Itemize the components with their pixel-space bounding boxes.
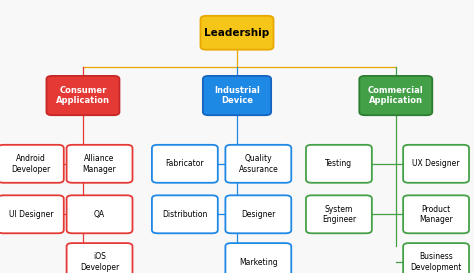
Text: System
Engineer: System Engineer — [322, 204, 356, 224]
FancyBboxPatch shape — [403, 195, 469, 233]
FancyBboxPatch shape — [306, 195, 372, 233]
Text: Testing: Testing — [325, 159, 353, 168]
Text: Leadership: Leadership — [204, 28, 270, 38]
FancyBboxPatch shape — [0, 195, 64, 233]
Text: Alliance
Manager: Alliance Manager — [82, 154, 117, 174]
FancyBboxPatch shape — [306, 145, 372, 183]
FancyBboxPatch shape — [66, 145, 132, 183]
FancyBboxPatch shape — [359, 76, 432, 115]
Text: Designer: Designer — [241, 210, 275, 219]
Text: Business
Development: Business Development — [410, 252, 462, 272]
Text: Commercial
Application: Commercial Application — [368, 86, 424, 105]
Text: QA: QA — [94, 210, 105, 219]
FancyBboxPatch shape — [226, 195, 291, 233]
Text: Android
Developer: Android Developer — [11, 154, 50, 174]
FancyBboxPatch shape — [403, 243, 469, 273]
FancyBboxPatch shape — [46, 76, 119, 115]
Text: Product
Manager: Product Manager — [419, 204, 453, 224]
FancyBboxPatch shape — [403, 145, 469, 183]
FancyBboxPatch shape — [203, 76, 271, 115]
FancyBboxPatch shape — [66, 195, 132, 233]
FancyBboxPatch shape — [226, 243, 291, 273]
Text: Consumer
Application: Consumer Application — [56, 86, 110, 105]
FancyBboxPatch shape — [66, 243, 132, 273]
FancyBboxPatch shape — [0, 145, 64, 183]
Text: Fabricator: Fabricator — [165, 159, 204, 168]
Text: UI Designer: UI Designer — [9, 210, 53, 219]
FancyBboxPatch shape — [152, 195, 218, 233]
FancyBboxPatch shape — [152, 145, 218, 183]
Text: Industrial
Device: Industrial Device — [214, 86, 260, 105]
FancyBboxPatch shape — [201, 16, 273, 50]
Text: UX Designer: UX Designer — [412, 159, 460, 168]
Text: Marketing: Marketing — [239, 258, 278, 266]
Text: iOS
Developer: iOS Developer — [80, 252, 119, 272]
FancyBboxPatch shape — [226, 145, 291, 183]
Text: Quality
Assurance: Quality Assurance — [238, 154, 278, 174]
Text: Distribution: Distribution — [162, 210, 208, 219]
